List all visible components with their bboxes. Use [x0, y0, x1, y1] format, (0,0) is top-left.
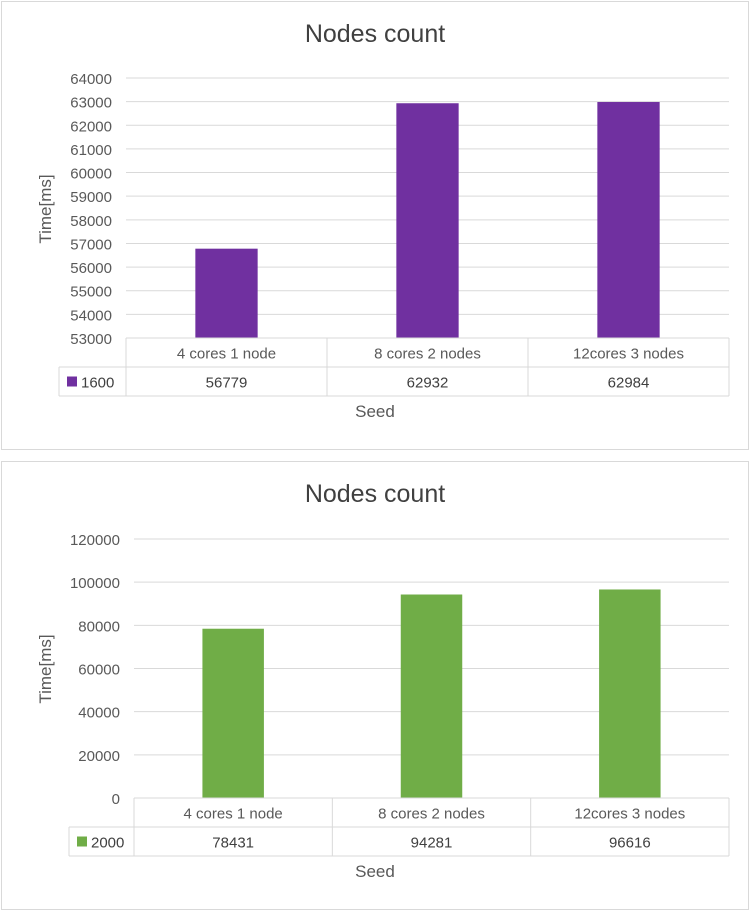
- x-tick-label: 8 cores 2 nodes: [378, 806, 485, 823]
- data-label: 96616: [609, 835, 651, 852]
- y-tick-label: 0: [112, 791, 120, 808]
- y-tick-label: 53000: [70, 331, 112, 348]
- x-tick-label: 4 cores 1 node: [184, 806, 283, 823]
- y-tick-label: 55000: [70, 284, 112, 301]
- y-tick-label: 20000: [78, 748, 120, 765]
- bar: [400, 594, 463, 798]
- y-tick-label: 62000: [70, 118, 112, 135]
- bar: [195, 248, 258, 338]
- y-tick-label: 59000: [70, 189, 112, 206]
- data-label: 62984: [608, 375, 650, 392]
- bar: [396, 103, 459, 338]
- chart-title: Nodes count: [304, 480, 446, 508]
- chart-panel-2: Nodes count Time[ms] 0 20000 40000 60000 800…: [1, 461, 749, 910]
- y-tick-label: 120000: [70, 532, 120, 549]
- y-tick-label: 64000: [70, 71, 112, 88]
- x-axis-label: Seed: [355, 862, 395, 881]
- chart-title: Nodes count: [304, 20, 446, 48]
- legend-key: [67, 376, 77, 387]
- legend-label: 2000: [91, 835, 124, 852]
- x-axis-label: Seed: [355, 402, 395, 421]
- x-tick-label: 12cores 3 nodes: [574, 806, 685, 823]
- y-tick-label: 60000: [70, 166, 112, 183]
- y-tick-label: 54000: [70, 307, 112, 324]
- y-tick-label: 60000: [78, 662, 120, 679]
- data-label: 56779: [206, 375, 248, 392]
- data-label: 78431: [212, 835, 254, 852]
- y-tick-label: 40000: [78, 705, 120, 722]
- y-tick-label: 56000: [70, 260, 112, 277]
- legend-label: 1600: [81, 375, 114, 392]
- chart-panel-1: Nodes count Time[ms] 53000 54000 55000 5600…: [1, 1, 749, 450]
- bar-chart-1: 53000 54000 55000 56000 57000 58000 59000 60000…: [58, 71, 730, 397]
- y-tick-label: 80000: [78, 618, 120, 635]
- x-tick-label: 12cores 3 nodes: [573, 346, 684, 363]
- x-tick-label: 4 cores 1 node: [177, 346, 276, 363]
- y-tick-label: 58000: [70, 213, 112, 230]
- y-tick-label: 57000: [70, 236, 112, 253]
- x-tick-label: 8 cores 2 nodes: [374, 346, 481, 363]
- bar: [202, 628, 264, 798]
- y-tick-label: 100000: [70, 575, 120, 592]
- data-label: 62932: [407, 375, 449, 392]
- y-tick-label: 63000: [70, 95, 112, 112]
- legend-key: [77, 836, 87, 847]
- bar: [597, 102, 660, 338]
- y-tick-label: 61000: [70, 142, 112, 159]
- data-label: 94281: [411, 835, 453, 852]
- bar: [599, 589, 661, 798]
- bar-chart-2: 0 20000 40000 60000 80000 100000 120000 4 cores…: [68, 532, 730, 857]
